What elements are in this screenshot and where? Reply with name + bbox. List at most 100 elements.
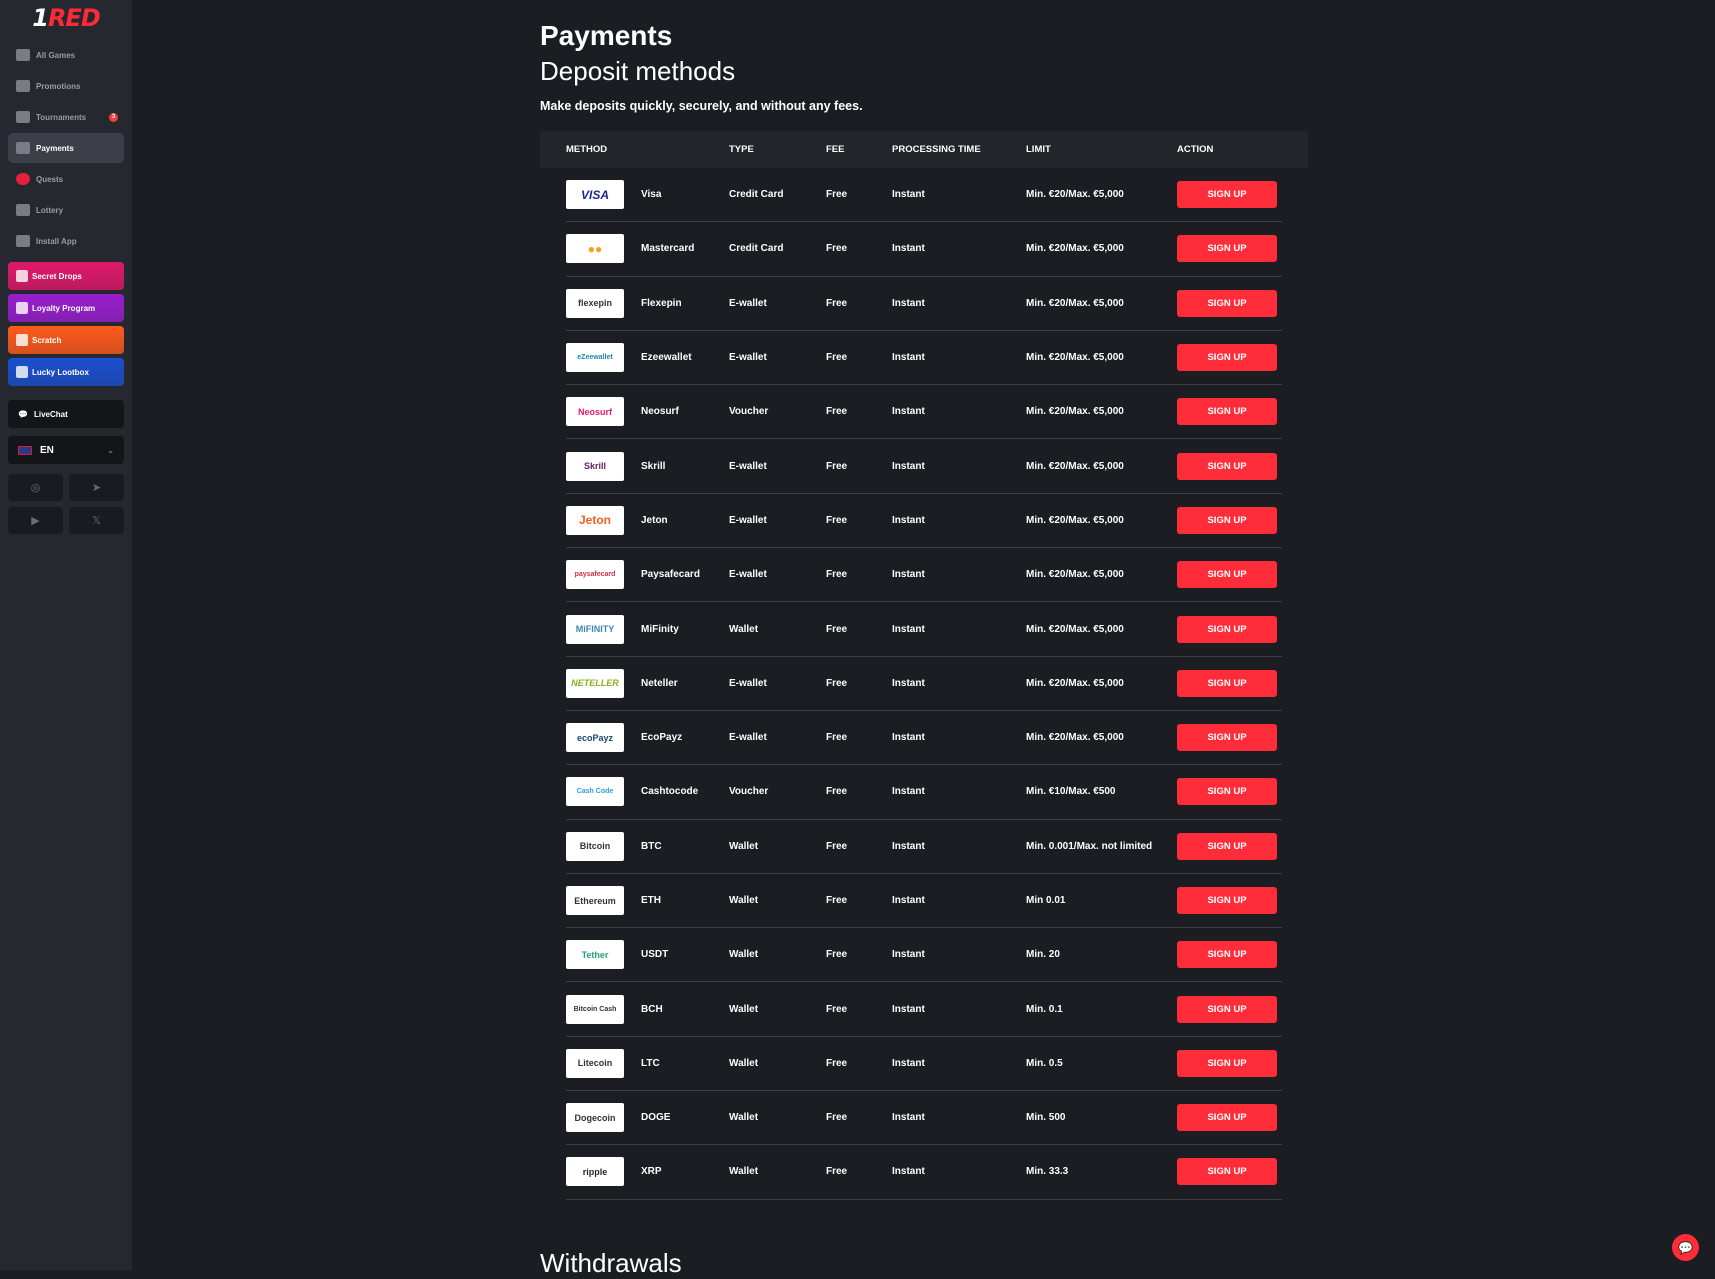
sidebar-item-payments[interactable]: Payments [8, 133, 124, 163]
sign-up-button[interactable]: SIGN UP [1177, 832, 1277, 860]
table-row: Ethereum ETH Wallet Free Instant Min 0.01… [566, 874, 1282, 929]
promo-scratch[interactable]: Scratch [8, 326, 124, 354]
sign-up-button[interactable]: SIGN UP [1177, 1049, 1277, 1077]
table-row: Skrill Skrill E-wallet Free Instant Min. … [566, 439, 1282, 494]
method-limit: Min. €20/Max. €5,000 [1026, 406, 1124, 418]
method-type: Wallet [729, 1003, 759, 1015]
col-fee: FEE [826, 144, 845, 155]
sign-up-button[interactable]: SIGN UP [1177, 615, 1277, 643]
telegram-icon[interactable]: ➤ [69, 474, 124, 501]
youtube-icon[interactable]: ▶ [8, 507, 63, 534]
sign-up-button[interactable]: SIGN UP [1177, 235, 1277, 263]
method-name: DOGE [641, 1112, 671, 1124]
payment-logo: eZeewallet [566, 343, 624, 373]
table-row: ecoPayz EcoPayz E-wallet Free Instant Min… [566, 711, 1282, 766]
method-name: MiFinity [641, 623, 679, 635]
table-row: ●● Mastercard Credit Card Free Instant Mi… [566, 222, 1282, 277]
method-type: Wallet [729, 895, 759, 906]
sign-up-button[interactable]: SIGN UP [1177, 561, 1277, 589]
table-row: ripple XRP Wallet Free Instant Min. 33.3 … [566, 1145, 1282, 1200]
table-row: NETELLER Neteller E-wallet Free Instant M… [566, 657, 1282, 711]
sign-up-button[interactable]: SIGN UP [1177, 887, 1277, 914]
method-name: ETH [641, 895, 661, 906]
method-limit: Min. €20/Max. €5,000 [1026, 189, 1124, 201]
table-row: Bitcoin Cash BCH Wallet Free Instant Min.… [566, 982, 1282, 1037]
promo-lucky-lootbox[interactable]: Lucky Lootbox [8, 358, 124, 386]
sidebar-item-lottery[interactable]: Lottery [8, 195, 124, 225]
payment-logo: paysafecard [566, 560, 624, 590]
sidebar-item-install-app[interactable]: Install App [8, 226, 124, 256]
brand-logo[interactable]: 1RED [32, 4, 101, 32]
sign-up-button[interactable]: SIGN UP [1177, 941, 1277, 969]
payment-logo: ●● [566, 234, 624, 264]
table-row: Neosurf Neosurf Voucher Free Instant Min.… [566, 385, 1282, 440]
sign-up-button[interactable]: SIGN UP [1177, 289, 1277, 317]
method-name: Ezeewallet [641, 352, 692, 364]
livechat-button[interactable]: 💬 LiveChat [8, 400, 124, 428]
sign-up-button[interactable]: SIGN UP [1177, 506, 1277, 534]
method-limit: Min. €20/Max. €5,000 [1026, 243, 1124, 255]
method-limit: Min. €20/Max. €5,000 [1026, 352, 1124, 364]
processing-time: Instant [892, 1112, 925, 1124]
sidebar-item-all-games[interactable]: All Games [8, 40, 124, 70]
sidebar-item-quests[interactable]: Quests [8, 164, 124, 194]
sign-up-button[interactable]: SIGN UP [1177, 995, 1277, 1023]
method-limit: Min. 20 [1026, 949, 1060, 961]
language-select[interactable]: EN ⌄ [8, 436, 124, 464]
main-content: Payments Deposit methods Make deposits q… [540, 0, 1308, 1200]
method-fee: Free [826, 949, 848, 961]
method-fee: Free [826, 243, 848, 255]
processing-time: Instant [892, 297, 925, 309]
method-type: E-wallet [729, 732, 767, 744]
payment-logo: Skrill [566, 451, 624, 481]
sign-up-button[interactable]: SIGN UP [1177, 669, 1277, 697]
payment-logo: Jeton [566, 505, 624, 535]
method-type: Wallet [729, 1112, 759, 1124]
method-fee: Free [826, 514, 848, 526]
sign-up-button[interactable]: SIGN UP [1177, 1104, 1277, 1132]
method-type: E-wallet [729, 514, 767, 526]
sign-up-button[interactable]: SIGN UP [1177, 778, 1277, 806]
sign-up-button[interactable]: SIGN UP [1177, 398, 1277, 426]
col-method: METHOD [566, 144, 608, 155]
method-type: Voucher [729, 786, 769, 798]
method-fee: Free [826, 786, 848, 798]
processing-time: Instant [892, 1166, 925, 1178]
payment-logo: flexepin [566, 288, 624, 318]
payment-logo: Bitcoin Cash [566, 994, 624, 1024]
sign-up-button[interactable]: SIGN UP [1177, 181, 1277, 209]
promo-secret-drops[interactable]: Secret Drops [8, 262, 124, 290]
method-type: Wallet [729, 840, 759, 852]
table-row: Cash Code Cashtocode Voucher Free Instant… [566, 765, 1282, 820]
sidebar-item-tournaments[interactable]: Tournaments 3 [8, 102, 124, 132]
sign-up-button[interactable]: SIGN UP [1177, 452, 1277, 480]
payment-logo: Ethereum [566, 886, 624, 915]
method-limit: Min. €20/Max. €5,000 [1026, 623, 1124, 635]
method-type: Wallet [729, 623, 759, 635]
promo-loyalty-program[interactable]: Loyalty Program [8, 294, 124, 322]
method-type: E-wallet [729, 569, 767, 581]
table-row: flexepin Flexepin E-wallet Free Instant M… [566, 277, 1282, 331]
chat-bubble-button[interactable]: 💬 [1672, 1234, 1699, 1261]
method-limit: Min 0.01 [1026, 895, 1066, 906]
download-icon [16, 235, 30, 247]
chat-icon: 💬 [1678, 1240, 1693, 1255]
processing-time: Instant [892, 1003, 925, 1015]
promo-icon [16, 366, 28, 378]
method-limit: Min. €20/Max. €5,000 [1026, 460, 1124, 472]
sidebar-item-promotions[interactable]: Promotions [8, 71, 124, 101]
uk-flag-icon [18, 445, 32, 455]
sidebar: 1RED All Games Promotions Tournaments 3 Paym… [0, 0, 132, 1270]
instagram-icon[interactable]: ◎ [8, 474, 63, 501]
sign-up-button[interactable]: SIGN UP [1177, 344, 1277, 372]
sign-up-button[interactable]: SIGN UP [1177, 1158, 1277, 1186]
social-links: ◎ ➤ ▶ 𝕏 [8, 474, 124, 534]
col-processing-time: PROCESSING TIME [892, 144, 981, 155]
chat-icon: 💬 [18, 409, 28, 419]
x-twitter-icon[interactable]: 𝕏 [69, 507, 124, 534]
method-type: Wallet [729, 949, 759, 961]
sign-up-button[interactable]: SIGN UP [1177, 724, 1277, 752]
method-limit: Min. €20/Max. €5,000 [1026, 732, 1124, 744]
payment-logo: MiFINITY [566, 614, 624, 644]
col-action: ACTION [1177, 144, 1214, 155]
